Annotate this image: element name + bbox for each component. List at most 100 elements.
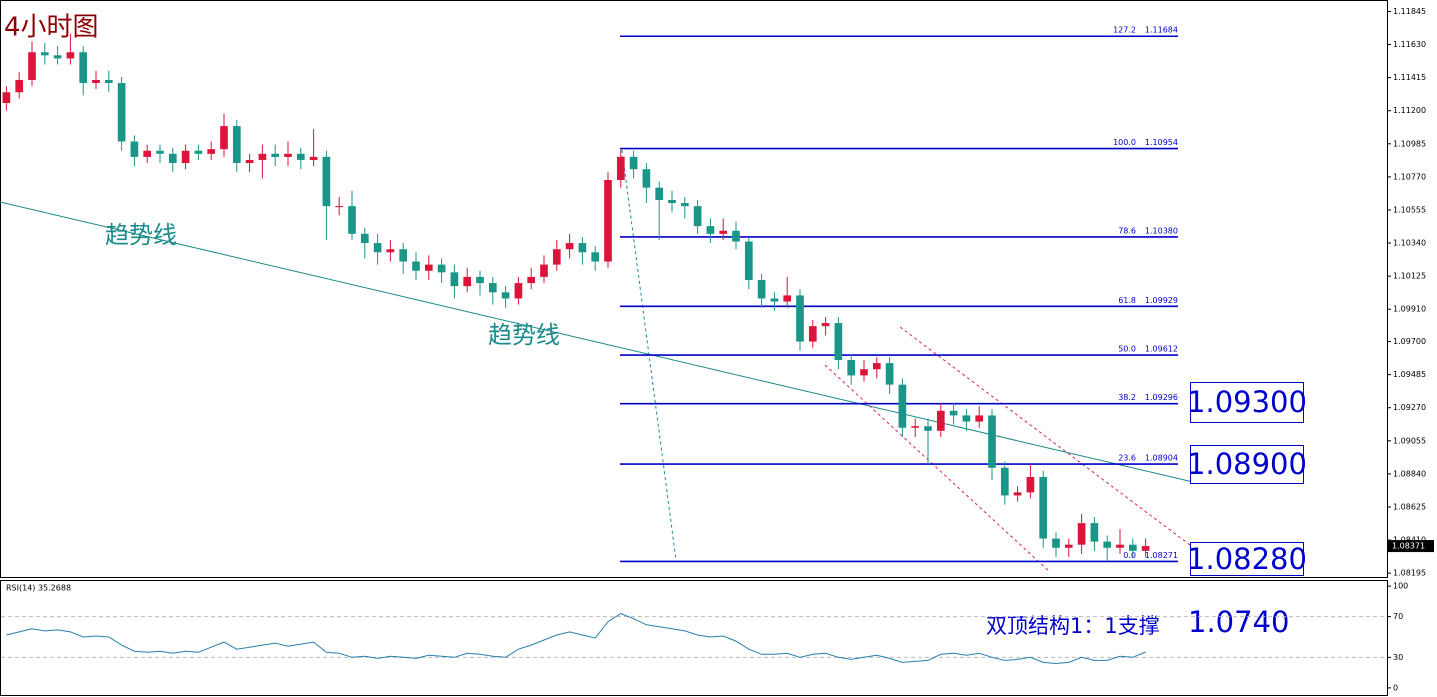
candle-body xyxy=(706,226,715,234)
candle-body xyxy=(194,150,203,154)
candle-body xyxy=(181,150,190,164)
candle-body xyxy=(66,52,75,59)
candle-body xyxy=(309,156,318,160)
rsi-panel xyxy=(0,580,1388,696)
candle-body xyxy=(386,249,395,253)
candle-body xyxy=(821,323,830,327)
y-tick-label: 1.10985 xyxy=(1393,139,1426,148)
candle-body xyxy=(40,52,49,56)
candle-body xyxy=(271,153,280,157)
candle-body xyxy=(975,415,984,422)
candle-body xyxy=(949,410,958,416)
fib-price: 1.09612 xyxy=(1145,345,1178,354)
candle-body xyxy=(450,272,459,287)
candle-body xyxy=(578,243,587,253)
fib-price: 1.08271 xyxy=(1145,551,1178,560)
rsi-label: RSI(14) 35.2688 xyxy=(6,584,71,593)
candle-body xyxy=(373,243,382,253)
trend-label: 趋势线 xyxy=(105,221,177,249)
y-tick-label: 1.09055 xyxy=(1393,436,1426,445)
y-tick-label: 1.11415 xyxy=(1393,73,1426,82)
channel-line xyxy=(824,364,1051,573)
fib-price: 1.10954 xyxy=(1145,138,1178,147)
candle-body xyxy=(834,323,843,361)
candle-body xyxy=(412,261,420,271)
candle-body xyxy=(1052,538,1060,548)
candle-body xyxy=(437,264,446,273)
candle-body xyxy=(424,264,433,271)
candle-body xyxy=(156,150,164,154)
y-tick-label: 1.10770 xyxy=(1393,172,1426,181)
y-tick-label: 1.09485 xyxy=(1393,370,1426,379)
fib-ratio: 100.0 xyxy=(1113,138,1136,147)
candle-body xyxy=(732,230,740,242)
candle-body xyxy=(143,150,152,157)
candle-body xyxy=(2,92,11,104)
rsi-tick-label: 70 xyxy=(1393,612,1403,621)
candle-body xyxy=(207,149,216,154)
candle-body xyxy=(1128,544,1137,551)
candle-body xyxy=(655,187,664,200)
candle-body xyxy=(898,384,907,428)
y-tick-label: 1.11200 xyxy=(1393,106,1426,115)
candle-body xyxy=(552,249,561,265)
candle-body xyxy=(335,206,344,208)
candle-body xyxy=(220,126,228,150)
candle-body xyxy=(168,153,177,164)
candle-body xyxy=(988,415,996,468)
y-tick-label: 1.11630 xyxy=(1393,40,1426,49)
level-box: 1.08280 xyxy=(1187,542,1307,576)
candle-body xyxy=(668,199,676,204)
last-price-tag xyxy=(1388,540,1434,553)
candle-body xyxy=(629,156,638,170)
y-tick-label: 1.09270 xyxy=(1393,403,1426,412)
fib-ratio: 127.2 xyxy=(1113,26,1136,35)
fib-price: 1.09296 xyxy=(1145,393,1178,402)
level-box-label: 1.09300 xyxy=(1187,385,1307,419)
candle-body xyxy=(28,52,36,80)
fib-ratio: 61.8 xyxy=(1118,296,1136,305)
candle-body xyxy=(616,156,625,180)
rsi-line xyxy=(6,613,1146,665)
candle-body xyxy=(527,276,536,284)
candle-body xyxy=(744,241,753,280)
candle-body xyxy=(757,279,766,299)
candle-body xyxy=(258,153,267,160)
candle-body xyxy=(1026,476,1035,493)
candle-body xyxy=(245,159,254,164)
y-tick-label: 1.08195 xyxy=(1393,569,1426,578)
y-tick-label: 1.10555 xyxy=(1393,205,1426,214)
candle-body xyxy=(1090,523,1099,542)
level-box: 1.09300 xyxy=(1187,382,1307,423)
fib-ratio: 38.2 xyxy=(1118,393,1136,402)
y-tick-label: 1.08840 xyxy=(1393,469,1426,478)
candle-body xyxy=(296,153,305,160)
main-panel xyxy=(0,0,1388,578)
y-tick-label: 1.09910 xyxy=(1393,305,1426,314)
candle-body xyxy=(1013,492,1022,496)
note: 双顶结构1：1支撑 xyxy=(986,614,1160,638)
note-value: 1.0740 xyxy=(1188,605,1289,639)
y-tick-label: 1.09700 xyxy=(1393,337,1426,346)
candle-body xyxy=(770,298,779,302)
candle-body xyxy=(1103,541,1112,548)
fib-ratio: 0.0 xyxy=(1123,551,1136,560)
fib-price: 1.08904 xyxy=(1145,454,1178,463)
y-tick-label: 1.08410 xyxy=(1393,536,1426,545)
level-box-label: 1.08900 xyxy=(1187,447,1307,481)
candle-body xyxy=(117,83,126,142)
y-tick-label: 1.10340 xyxy=(1393,239,1426,248)
candle-body xyxy=(962,415,971,422)
candle-body xyxy=(1039,476,1048,539)
candle-body xyxy=(911,426,920,428)
trend-label: 趋势线 xyxy=(488,321,560,349)
candle-body xyxy=(719,230,728,234)
candle-body xyxy=(360,233,369,244)
y-tick-label: 1.08625 xyxy=(1393,502,1426,511)
candle-body xyxy=(104,79,113,84)
candle-body xyxy=(680,203,689,207)
candle-body xyxy=(540,264,548,277)
candle-body xyxy=(476,276,484,284)
candle-body xyxy=(92,79,100,84)
candle-body xyxy=(322,156,331,207)
